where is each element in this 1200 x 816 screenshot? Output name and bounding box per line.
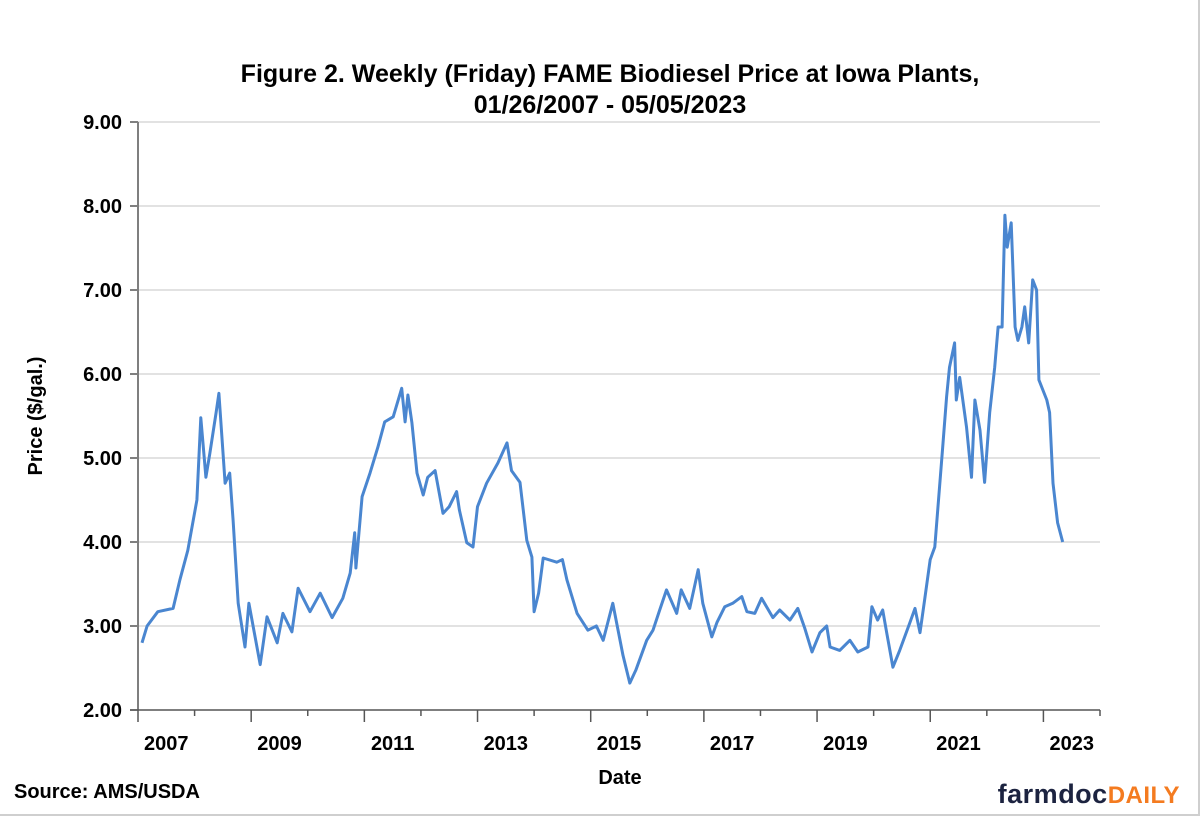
- source-note: Source: AMS/USDA: [14, 781, 200, 803]
- y-tick-label: 4.00: [83, 532, 122, 554]
- x-tick-label: 2023: [1049, 733, 1094, 755]
- x-axis-label: Date: [598, 767, 641, 789]
- y-tick-label: 8.00: [83, 196, 122, 218]
- x-tick-label: 2007: [144, 733, 189, 755]
- y-tick-label: 7.00: [83, 280, 122, 302]
- x-tick-label: 2013: [484, 733, 529, 755]
- y-tick-label: 6.00: [83, 364, 122, 386]
- chart-title-line1: Figure 2. Weekly (Friday) FAME Biodiesel…: [240, 60, 980, 88]
- y-tick-label: 2.00: [83, 700, 122, 722]
- y-tick-label: 9.00: [83, 112, 122, 134]
- farmdoc-daily-logo: farmdocDAILY: [997, 779, 1180, 809]
- price-series-line: [140, 213, 1065, 685]
- y-axis-label: Price ($/gal.): [25, 357, 47, 476]
- x-tick-label: 2017: [710, 733, 755, 755]
- x-tick-label: 2011: [371, 733, 414, 755]
- y-tick-label: 5.00: [83, 448, 122, 470]
- x-tick-label: 2021: [936, 733, 981, 755]
- y-tick-label: 3.00: [83, 616, 122, 638]
- chart-title-line2: 01/26/2007 - 05/05/2023: [473, 91, 747, 119]
- x-tick-label: 2015: [597, 733, 642, 755]
- x-tick-label: 2009: [257, 733, 302, 755]
- x-tick-label: 2019: [823, 733, 868, 755]
